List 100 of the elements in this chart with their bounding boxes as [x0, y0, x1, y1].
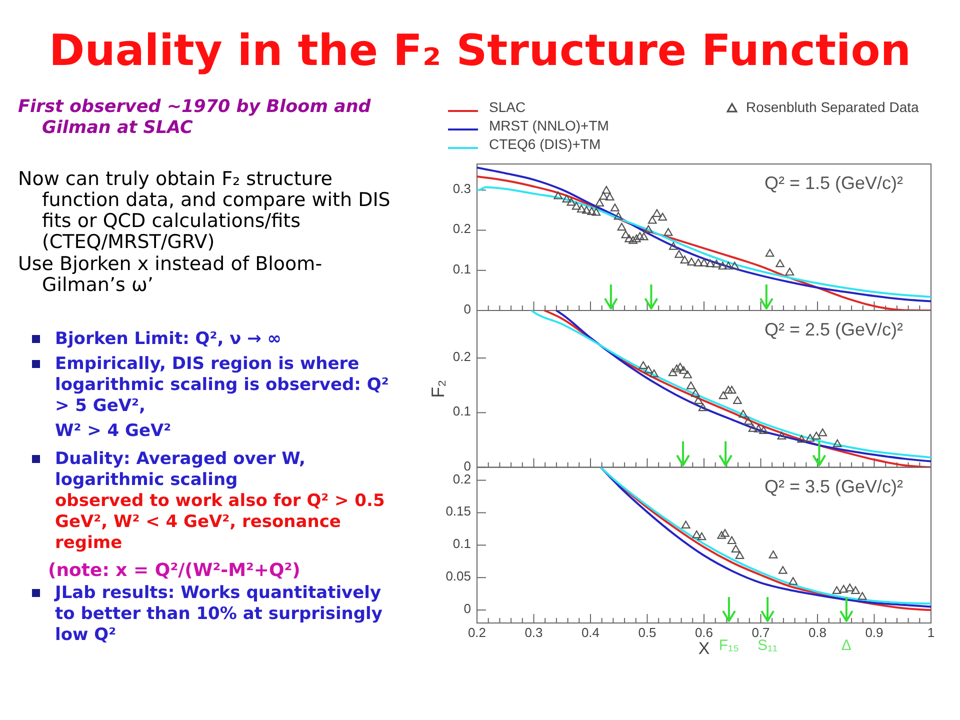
point: [744, 416, 753, 425]
text: Empirically, DIS region is where logarithmic scaling is observed: Q² > 5 GeV²,: [55, 354, 389, 416]
y-tick-label: 0.15: [446, 504, 471, 520]
point: [621, 230, 630, 238]
x-tick-label: 1: [927, 625, 935, 640]
point: [674, 250, 684, 258]
point: [617, 222, 626, 231]
point: [768, 550, 778, 558]
point: [698, 403, 708, 412]
point: [818, 428, 828, 436]
x-tick-label: 0.5: [638, 625, 656, 640]
point: [602, 186, 611, 194]
point: [806, 434, 815, 442]
point: [748, 424, 758, 432]
point: [759, 426, 768, 434]
text: Duality in the F₂ Structure Function: [48, 26, 912, 76]
x-tick-label: 0.8: [808, 625, 827, 640]
point: [832, 439, 842, 448]
y-tick-label: 0: [464, 302, 471, 317]
text: Duality: Averaged over W, logarithmic scaling: [55, 449, 306, 490]
point: [635, 232, 644, 240]
point: [724, 386, 733, 394]
text: Now can truly obtain F₂ structure function data, and compare with DIS fits or QCD calculations/fits (CTEQ/MRST/GRV): [18, 168, 390, 253]
point: [624, 234, 634, 242]
y-tick-label: 0: [464, 601, 471, 616]
y-tick-label: 0.2: [452, 222, 471, 237]
point: [700, 258, 708, 266]
point: [668, 242, 678, 250]
point: [727, 386, 736, 394]
legend-label: Rosenbluth Separated Data: [746, 98, 919, 115]
y-tick-label: 0.05: [446, 569, 471, 584]
point: [683, 370, 692, 378]
point: [797, 434, 806, 443]
point: [610, 204, 620, 212]
point: [628, 236, 638, 244]
point: [724, 262, 733, 270]
point: [668, 368, 678, 376]
point: [676, 362, 685, 371]
y-tick-label: 0.2: [452, 472, 471, 487]
x-tick-label: 0.4: [581, 625, 600, 640]
point: [681, 520, 690, 528]
point: [599, 192, 608, 200]
point: [664, 228, 673, 236]
point: [638, 361, 648, 370]
point: [691, 389, 700, 397]
point: [687, 258, 696, 266]
x-axis-title: X: [698, 639, 710, 658]
point: [614, 212, 623, 220]
y-axis-title: F₂: [428, 380, 448, 398]
point: [697, 532, 706, 540]
point: [845, 584, 854, 592]
point: [680, 256, 690, 264]
legend-label: CTEQ6 (DIS)+TM: [489, 136, 601, 152]
point: [788, 577, 798, 585]
point: [566, 198, 576, 206]
point: [572, 202, 581, 210]
point: [776, 259, 784, 268]
text: (note: x = Q²/(W²-M²+Q²): [48, 560, 300, 581]
x-tick-label: 0.9: [865, 625, 884, 640]
point: [733, 396, 742, 404]
point: [731, 544, 740, 552]
point: [672, 364, 682, 372]
point: [679, 366, 688, 374]
point: [718, 262, 728, 270]
legend-label: SLAC: [489, 98, 526, 115]
point: [706, 259, 715, 268]
point: [718, 391, 728, 400]
point: [632, 234, 641, 242]
y-tick-label: 0.1: [452, 262, 471, 277]
point: [562, 194, 572, 203]
ref-line-label: F₁₅: [718, 637, 740, 654]
point: [777, 432, 786, 440]
y-tick-label: 0.3: [452, 182, 471, 197]
point: [658, 212, 667, 221]
point: [765, 248, 774, 257]
point: [652, 209, 662, 217]
point: [650, 369, 658, 378]
point: [694, 396, 703, 404]
point: [727, 536, 736, 544]
text: JLab results: Works quantitatively to better than 10% at surprisingly low Q²: [55, 583, 382, 645]
point: [754, 424, 763, 432]
point: [720, 529, 730, 537]
text: observed to work also for Q² > 0.5 GeV², W² < 4 GeV², resonance regime: [55, 491, 385, 553]
point: [778, 566, 788, 574]
x-tick-label: 0.6: [694, 625, 714, 640]
annotation: Q² = 1.5 (GeV/c)²: [764, 172, 903, 193]
point: [851, 586, 860, 594]
text: W² > 4 GeV²: [55, 421, 172, 441]
annotation: Q² = 2.5 (GeV/c)²: [764, 319, 903, 340]
point: [595, 198, 604, 207]
point: [644, 225, 653, 234]
ref-line-label: S₁₁: [757, 637, 778, 654]
point: [694, 258, 703, 266]
x-tick-label: 0.7: [752, 625, 770, 640]
y-tick-label: 0.1: [452, 404, 471, 420]
point: [644, 366, 653, 374]
point: [812, 432, 821, 440]
point: [730, 262, 740, 270]
point: [592, 208, 601, 216]
ref-line-label: Δ: [841, 637, 852, 654]
